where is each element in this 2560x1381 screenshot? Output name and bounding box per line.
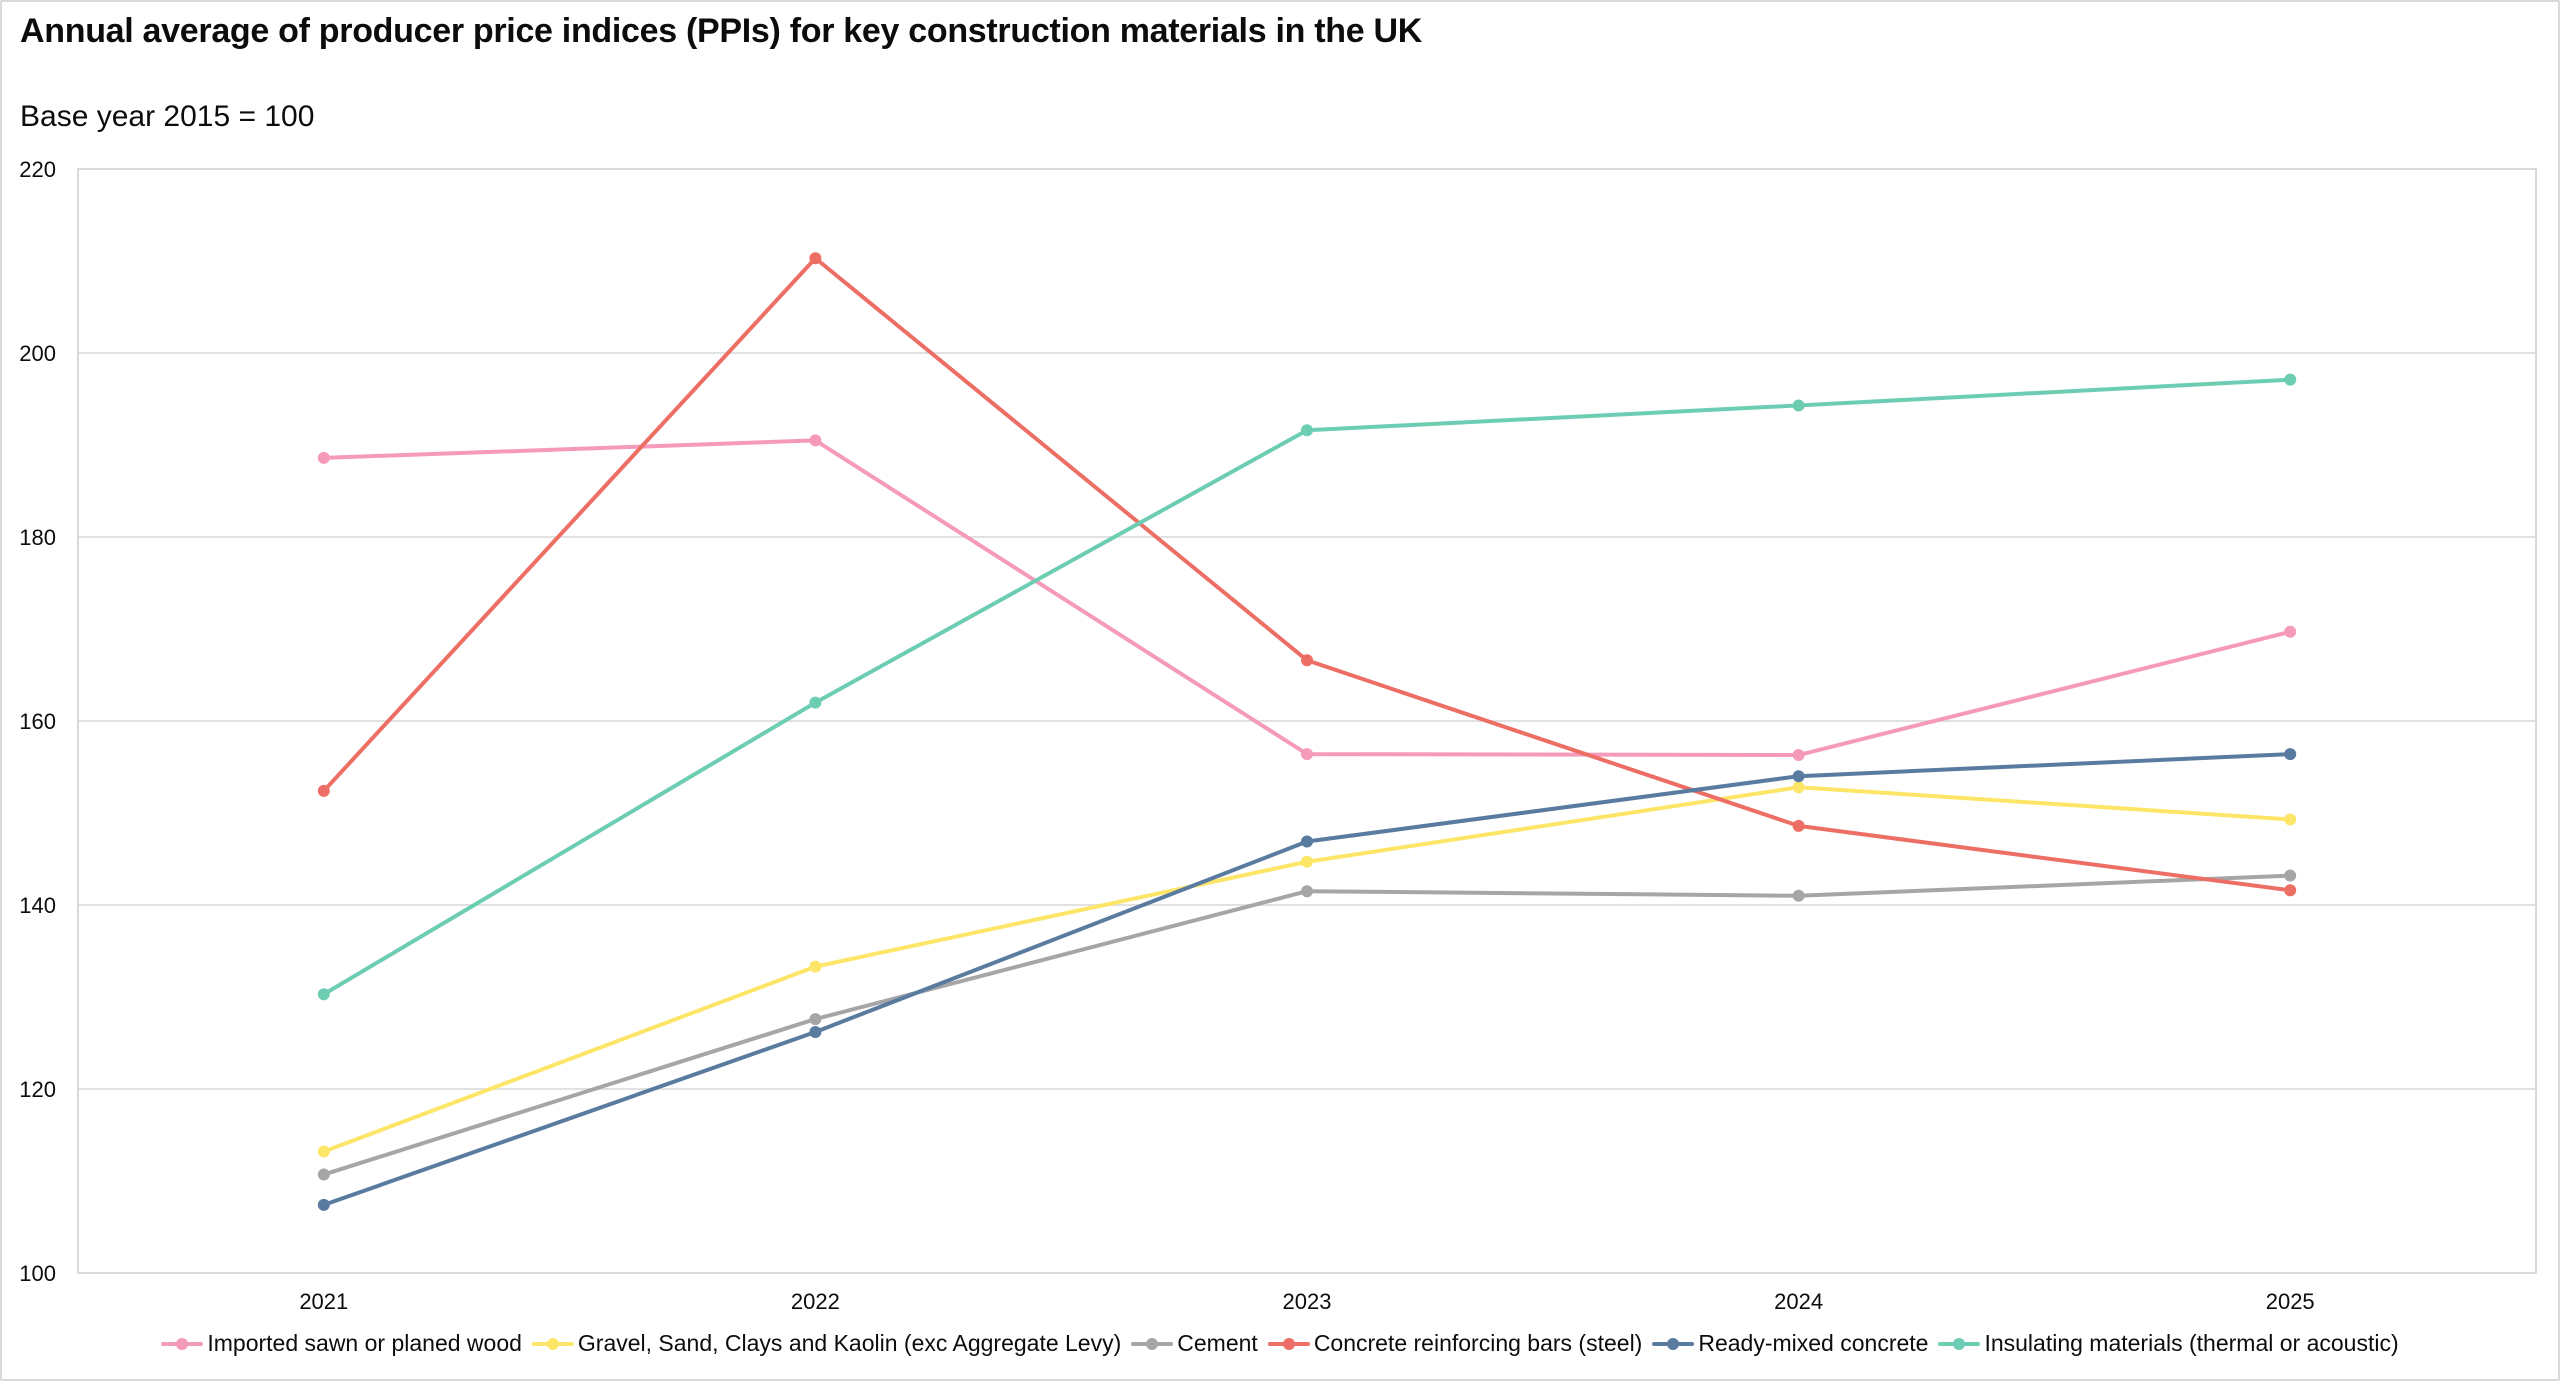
data-point[interactable]	[809, 1025, 822, 1038]
legend-item[interactable]: Gravel, Sand, Clays and Kaolin (exc Aggr…	[531, 1330, 1122, 1357]
data-point[interactable]	[2284, 748, 2297, 761]
chart-title: Annual average of producer price indices…	[20, 12, 1422, 50]
legend-swatch-icon	[1938, 1334, 1981, 1354]
series-group	[317, 252, 2297, 1211]
series-ready-mixed-concrete	[317, 748, 2297, 1211]
series-concrete-reinforcing-bars-steel	[317, 252, 2297, 897]
y-tick-label: 180	[19, 525, 56, 550]
legend-swatch-icon	[1652, 1334, 1695, 1354]
x-tick-label: 2021	[299, 1289, 348, 1314]
legend-item[interactable]: Ready-mixed concrete	[1652, 1330, 1928, 1357]
data-point[interactable]	[809, 252, 822, 265]
data-point[interactable]	[1792, 781, 1805, 794]
data-point[interactable]	[809, 1013, 822, 1026]
data-point[interactable]	[809, 960, 822, 973]
legend-swatch-icon	[1267, 1334, 1310, 1354]
data-point[interactable]	[2284, 884, 2297, 897]
data-point[interactable]	[317, 1198, 330, 1211]
legend-item[interactable]: Cement	[1131, 1330, 1258, 1357]
legend-item[interactable]: Insulating materials (thermal or acousti…	[1938, 1330, 2399, 1357]
y-tick-label: 120	[19, 1077, 56, 1102]
data-point[interactable]	[317, 784, 330, 797]
data-point[interactable]	[1301, 885, 1313, 898]
data-point[interactable]	[2284, 869, 2297, 882]
legend-label: Cement	[1177, 1330, 1258, 1356]
data-point[interactable]	[1301, 424, 1313, 437]
y-tick-label: 140	[19, 893, 56, 918]
data-point[interactable]	[809, 434, 822, 447]
data-point[interactable]	[1301, 855, 1313, 868]
data-point[interactable]	[1792, 399, 1805, 412]
y-tick-label: 160	[19, 709, 56, 734]
x-tick-label: 2025	[2266, 1289, 2315, 1314]
legend-swatch-icon	[1131, 1334, 1174, 1354]
plot-area	[77, 168, 2537, 1274]
y-tick-label: 100	[19, 1261, 56, 1286]
y-tick-label: 200	[19, 341, 56, 366]
data-point[interactable]	[1792, 770, 1805, 783]
data-point[interactable]	[1301, 835, 1313, 848]
legend-label: Ready-mixed concrete	[1698, 1330, 1929, 1356]
data-point[interactable]	[1792, 819, 1805, 832]
data-point[interactable]	[2284, 373, 2297, 386]
data-point[interactable]	[2284, 813, 2297, 826]
series-line	[323, 438, 2291, 758]
data-point[interactable]	[1301, 748, 1313, 761]
legend-swatch-icon	[531, 1334, 574, 1354]
data-point[interactable]	[2284, 625, 2297, 638]
x-tick-label: 2022	[791, 1289, 840, 1314]
data-point[interactable]	[809, 696, 822, 709]
series-insulating-materials-thermal-or-acoustic	[317, 373, 2297, 1001]
chart-subtitle: Base year 2015 = 100	[20, 100, 315, 133]
series-imported-sawn-or-planed-wood	[317, 434, 2297, 762]
data-point[interactable]	[317, 1145, 330, 1158]
data-point[interactable]	[317, 1168, 330, 1181]
legend-label: Imported sawn or planed wood	[207, 1330, 522, 1356]
series-gravel-sand-clays-and-kaolin-exc-aggregate-levy	[317, 781, 2297, 1158]
legend-item[interactable]: Imported sawn or planed wood	[161, 1330, 522, 1357]
series-cement	[317, 869, 2297, 1181]
legend-label: Insulating materials (thermal or acousti…	[1984, 1330, 2399, 1356]
data-point[interactable]	[1792, 889, 1805, 902]
legend-swatch-icon	[161, 1334, 204, 1354]
x-axis-ticks: 2021 2022 2023 2024 2025	[299, 1289, 2314, 1314]
x-tick-label: 2024	[1774, 1289, 1823, 1314]
series-line	[323, 752, 2291, 1207]
legend: Imported sawn or planed wood Gravel, Sand…	[0, 1330, 2560, 1357]
data-point[interactable]	[1301, 654, 1313, 667]
y-tick-label: 220	[19, 157, 56, 182]
legend-label: Gravel, Sand, Clays and Kaolin (exc Aggr…	[577, 1330, 1122, 1356]
data-point[interactable]	[317, 988, 330, 1001]
y-axis-ticks: 100 120 140 160 180 200 220	[19, 157, 56, 1286]
x-tick-label: 2023	[1283, 1289, 1332, 1314]
data-point[interactable]	[317, 451, 330, 464]
series-line	[323, 873, 2291, 1177]
legend-label: Concrete reinforcing bars (steel)	[1313, 1330, 1643, 1356]
legend-item[interactable]: Concrete reinforcing bars (steel)	[1267, 1330, 1643, 1357]
data-point[interactable]	[1792, 749, 1805, 762]
